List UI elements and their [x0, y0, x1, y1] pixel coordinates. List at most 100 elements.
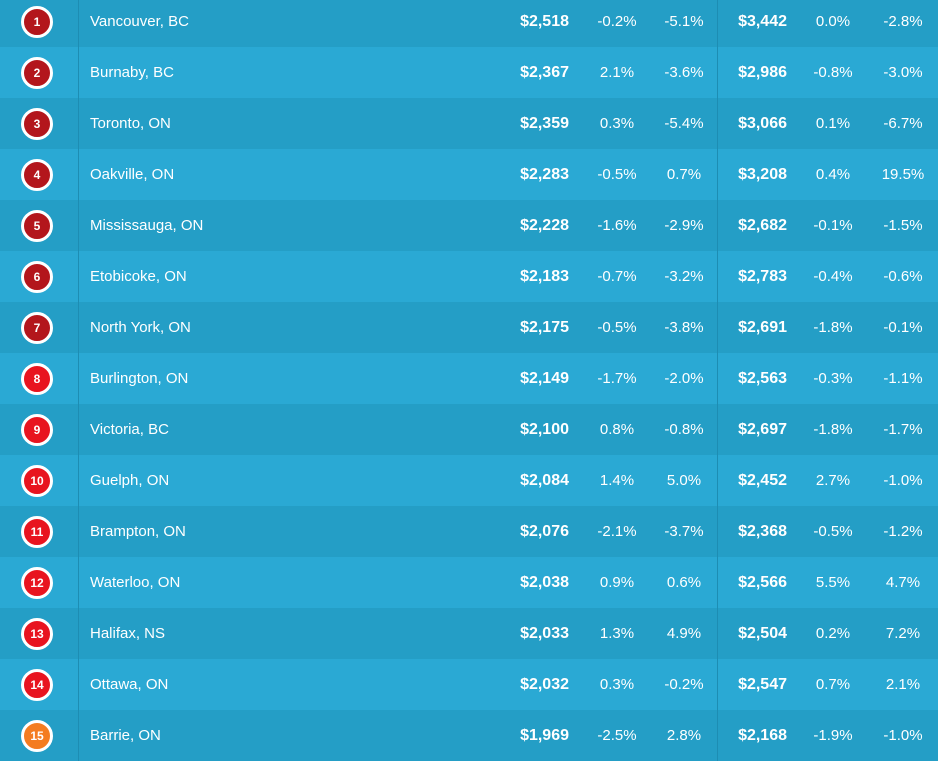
- one-bedroom-yearly-change: 5.0%: [666, 472, 702, 489]
- rank-badge: 7: [21, 312, 53, 344]
- two-bedroom-price: $2,168: [738, 727, 787, 744]
- column-divider: [78, 149, 79, 200]
- column-divider: [717, 710, 718, 761]
- column-divider: [717, 404, 718, 455]
- one-bedroom-yearly-change: 0.6%: [666, 574, 702, 591]
- column-divider: [78, 659, 79, 710]
- two-bedroom-monthly-change: -1.8%: [813, 421, 853, 438]
- one-bedroom-price: $2,283: [520, 166, 569, 183]
- one-bedroom-monthly-change: -1.7%: [597, 370, 637, 387]
- column-divider: [78, 404, 79, 455]
- one-bedroom-monthly-change: -1.6%: [597, 217, 637, 234]
- two-bedroom-price: $2,504: [738, 625, 787, 642]
- city-name: Barrie, ON: [90, 727, 161, 744]
- table-row: 6 Etobicoke, ON $2,183 -0.7% -3.2% $2,78…: [0, 251, 938, 302]
- column-divider: [717, 557, 718, 608]
- two-bedroom-monthly-change: 0.4%: [815, 166, 851, 183]
- one-bedroom-yearly-change: -2.0%: [664, 370, 704, 387]
- one-bedroom-yearly-change: -3.7%: [664, 523, 704, 540]
- one-bedroom-yearly-change: 2.8%: [666, 727, 702, 744]
- table-row: 14 Ottawa, ON $2,032 0.3% -0.2% $2,547 0…: [0, 659, 938, 710]
- two-bedroom-monthly-change: -0.5%: [813, 523, 853, 540]
- column-divider: [717, 455, 718, 506]
- two-bedroom-monthly-change: 2.7%: [815, 472, 851, 489]
- column-divider: [717, 608, 718, 659]
- one-bedroom-monthly-change: -2.5%: [597, 727, 637, 744]
- one-bedroom-price: $2,084: [520, 472, 569, 489]
- column-divider: [717, 659, 718, 710]
- rank-badge: 4: [21, 159, 53, 191]
- one-bedroom-price: $2,149: [520, 370, 569, 387]
- one-bedroom-yearly-change: -3.6%: [664, 64, 704, 81]
- two-bedroom-yearly-change: -1.0%: [883, 472, 923, 489]
- table-row: 9 Victoria, BC $2,100 0.8% -0.8% $2,697 …: [0, 404, 938, 455]
- one-bedroom-yearly-change: -2.9%: [664, 217, 704, 234]
- table-row: 13 Halifax, NS $2,033 1.3% 4.9% $2,504 0…: [0, 608, 938, 659]
- city-name: Burlington, ON: [90, 370, 189, 387]
- two-bedroom-yearly-change: -0.1%: [883, 319, 923, 336]
- one-bedroom-price: $2,100: [520, 421, 569, 438]
- two-bedroom-yearly-change: -1.7%: [883, 421, 923, 438]
- column-divider: [717, 353, 718, 404]
- two-bedroom-price: $2,682: [738, 217, 787, 234]
- one-bedroom-price: $2,359: [520, 115, 569, 132]
- one-bedroom-monthly-change: 0.9%: [599, 574, 635, 591]
- column-divider: [78, 608, 79, 659]
- one-bedroom-price: $2,228: [520, 217, 569, 234]
- rank-badge: 11: [21, 516, 53, 548]
- two-bedroom-monthly-change: -0.4%: [813, 268, 853, 285]
- one-bedroom-yearly-change: 0.7%: [666, 166, 702, 183]
- one-bedroom-monthly-change: 0.3%: [599, 115, 635, 132]
- one-bedroom-price: $2,183: [520, 268, 569, 285]
- two-bedroom-yearly-change: -2.8%: [883, 13, 923, 30]
- one-bedroom-price: $2,032: [520, 676, 569, 693]
- column-divider: [717, 251, 718, 302]
- column-divider: [717, 98, 718, 149]
- rank-badge: 10: [21, 465, 53, 497]
- two-bedroom-price: $2,697: [738, 421, 787, 438]
- city-name: Mississauga, ON: [90, 217, 204, 234]
- one-bedroom-yearly-change: -3.8%: [664, 319, 704, 336]
- table-row: 1 Vancouver, BC $2,518 -0.2% -5.1% $3,44…: [0, 0, 938, 47]
- city-name: Halifax, NS: [90, 625, 166, 642]
- table-row: 8 Burlington, ON $2,149 -1.7% -2.0% $2,5…: [0, 353, 938, 404]
- one-bedroom-monthly-change: -0.2%: [597, 13, 637, 30]
- two-bedroom-price: $3,066: [738, 115, 787, 132]
- column-divider: [78, 710, 79, 761]
- rank-badge: 8: [21, 363, 53, 395]
- one-bedroom-price: $1,969: [520, 727, 569, 744]
- table-row: 4 Oakville, ON $2,283 -0.5% 0.7% $3,208 …: [0, 149, 938, 200]
- rank-badge: 15: [21, 720, 53, 752]
- two-bedroom-monthly-change: -1.9%: [813, 727, 853, 744]
- two-bedroom-yearly-change: -1.5%: [883, 217, 923, 234]
- column-divider: [78, 557, 79, 608]
- two-bedroom-monthly-change: -0.3%: [813, 370, 853, 387]
- two-bedroom-price: $2,563: [738, 370, 787, 387]
- two-bedroom-monthly-change: 5.5%: [815, 574, 851, 591]
- rank-badge: 14: [21, 669, 53, 701]
- one-bedroom-price: $2,518: [520, 13, 569, 30]
- city-name: Burnaby, BC: [90, 64, 174, 81]
- table-row: 12 Waterloo, ON $2,038 0.9% 0.6% $2,566 …: [0, 557, 938, 608]
- one-bedroom-monthly-change: 1.4%: [599, 472, 635, 489]
- column-divider: [717, 0, 718, 47]
- table-row: 3 Toronto, ON $2,359 0.3% -5.4% $3,066 0…: [0, 98, 938, 149]
- rank-badge: 1: [21, 6, 53, 38]
- city-name: Guelph, ON: [90, 472, 170, 489]
- two-bedroom-price: $2,368: [738, 523, 787, 540]
- two-bedroom-price: $2,783: [738, 268, 787, 285]
- column-divider: [717, 200, 718, 251]
- two-bedroom-yearly-change: -6.7%: [883, 115, 923, 132]
- column-divider: [717, 302, 718, 353]
- two-bedroom-price: $2,691: [738, 319, 787, 336]
- one-bedroom-price: $2,038: [520, 574, 569, 591]
- city-name: Oakville, ON: [90, 166, 175, 183]
- rank-badge: 5: [21, 210, 53, 242]
- city-name: Victoria, BC: [90, 421, 169, 438]
- two-bedroom-yearly-change: 19.5%: [881, 166, 925, 183]
- column-divider: [78, 251, 79, 302]
- city-name: Toronto, ON: [90, 115, 171, 132]
- two-bedroom-monthly-change: 0.2%: [815, 625, 851, 642]
- column-divider: [78, 98, 79, 149]
